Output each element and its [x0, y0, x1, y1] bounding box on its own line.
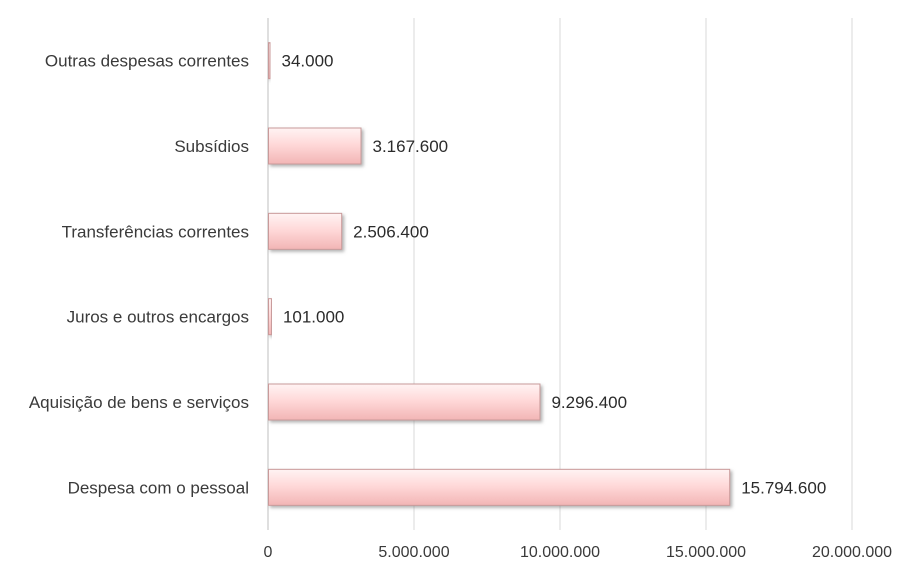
- data-label: 101.000: [283, 308, 344, 327]
- category-label: Outras despesas correntes: [45, 52, 249, 71]
- x-tick-label: 20.000.000: [812, 544, 892, 561]
- data-label: 9.296.400: [551, 393, 627, 412]
- bar: [268, 298, 272, 336]
- x-tick-label: 5.000.000: [378, 544, 449, 561]
- data-label: 34.000: [282, 52, 334, 71]
- category-label: Despesa com o pessoal: [68, 478, 249, 497]
- bar: [268, 42, 271, 80]
- data-label: 3.167.600: [372, 137, 448, 156]
- category-label: Subsídios: [174, 137, 249, 156]
- gridlines: [267, 18, 853, 530]
- x-tick-label: 15.000.000: [666, 544, 746, 561]
- bar: [268, 383, 541, 421]
- data-label: 2.506.400: [353, 222, 429, 241]
- x-tick-label: 10.000.000: [520, 544, 600, 561]
- data-label: 15.794.600: [741, 478, 826, 497]
- bar: [268, 212, 343, 250]
- bar: [268, 127, 362, 165]
- labels: 0 5.000.000 10.000.000 15.000.000 20.000.000…: [29, 52, 892, 561]
- bars: [268, 42, 731, 506]
- category-label: Transferências correntes: [62, 222, 249, 241]
- bar: [268, 468, 731, 506]
- category-label: Aquisição de bens e serviços: [29, 393, 249, 412]
- x-tick-label: 0: [264, 544, 273, 561]
- category-label: Juros e outros encargos: [67, 308, 249, 327]
